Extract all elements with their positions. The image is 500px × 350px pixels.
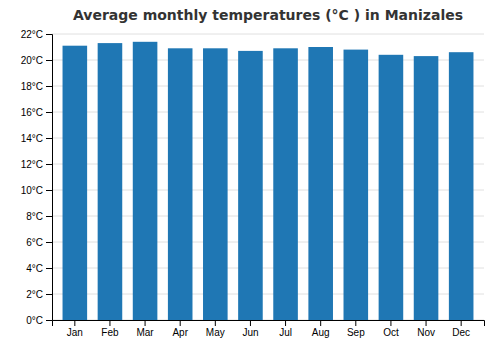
plot: 0°C 2°C 4°C 6°C 8°C 10°C 12°C 14°C 16°C 18°C 20°C 2… [21, 29, 485, 338]
title: Average monthly temperatures (°C ) in Ma… [73, 7, 463, 23]
y-axis: 0°C 2°C 4°C 6°C 8°C 10°C 12°C 14°C 16°C 18°C 20°C 2… [21, 29, 53, 326]
tick-mark [109, 320, 110, 326]
bar [168, 48, 193, 320]
tick-label: Nov [417, 327, 435, 338]
tick-mark [46, 164, 52, 165]
tick-label: 6°C [26, 237, 43, 248]
tick: Nov [417, 320, 435, 338]
tick-mark [46, 268, 52, 269]
tick-mark [46, 60, 52, 61]
tick: 14°C [21, 133, 52, 144]
tick-mark [46, 86, 52, 87]
tick-label: 0°C [26, 315, 43, 326]
chart: 0°C 2°C 4°C 6°C 8°C 10°C 12°C 14°C 16°C 18°C 20°C 2… [0, 0, 500, 350]
bar [449, 52, 474, 320]
tick: Apr [172, 320, 188, 338]
bar [379, 55, 404, 320]
tick-mark [355, 320, 356, 326]
tick: Feb [101, 320, 119, 338]
tick: 10°C [21, 185, 52, 196]
bar [414, 56, 439, 320]
tick: Mar [136, 320, 154, 338]
tick: May [206, 320, 225, 338]
tick-label: Oct [383, 327, 399, 338]
tick-mark [46, 34, 52, 35]
tick-mark [46, 216, 52, 217]
tick: 6°C [26, 237, 52, 248]
tick-mark [285, 320, 286, 326]
bar [308, 47, 333, 320]
tick-mark [426, 320, 427, 326]
bar [63, 46, 88, 320]
tick-mark [46, 320, 52, 321]
tick-label: May [206, 327, 225, 338]
tick-mark [74, 320, 75, 326]
tick: Jul [279, 320, 292, 338]
grid [52, 34, 484, 320]
tick-label: 2°C [26, 289, 43, 300]
tick-mark [250, 320, 251, 326]
bars [63, 42, 474, 320]
tick-label: 8°C [26, 211, 43, 222]
tick-label: Feb [101, 327, 119, 338]
tick-mark [46, 138, 52, 139]
tick-mark [461, 320, 462, 326]
tick-label: 4°C [26, 263, 43, 274]
tick-label: Dec [452, 327, 470, 338]
tick: 20°C [21, 55, 52, 66]
tick-mark [46, 294, 52, 295]
tick: Sep [347, 320, 365, 338]
tick: Oct [383, 320, 399, 338]
tick-label: Jul [279, 327, 292, 338]
bar [203, 48, 228, 320]
tick-label: 10°C [21, 185, 43, 196]
bar [98, 43, 123, 320]
tick: 4°C [26, 263, 52, 274]
tick-mark [46, 190, 52, 191]
tick-mark [215, 320, 216, 326]
tick: 22°C [21, 29, 52, 40]
tick-label: Aug [312, 327, 330, 338]
tick-mark [145, 320, 146, 326]
tick-label: Mar [136, 327, 154, 338]
tick-mark [390, 320, 391, 326]
axis-line [53, 321, 485, 327]
tick-mark [46, 242, 52, 243]
tick: Aug [312, 320, 330, 338]
tick-label: Sep [347, 327, 365, 338]
tick-label: Apr [172, 327, 188, 338]
grid-line [52, 34, 484, 35]
tick: 12°C [21, 159, 52, 170]
tick: 0°C [26, 315, 52, 326]
tick: 18°C [21, 81, 52, 92]
tick-label: Jun [242, 327, 258, 338]
bar [133, 42, 158, 320]
tick-label: 18°C [21, 81, 43, 92]
tick: Jan [67, 320, 83, 338]
tick-label: Jan [67, 327, 83, 338]
axis-line [46, 35, 53, 321]
bar [344, 50, 369, 320]
tick: 16°C [21, 107, 52, 118]
tick: Dec [452, 320, 470, 338]
tick-label: 22°C [21, 29, 43, 40]
bar [273, 48, 298, 320]
tick-label: 20°C [21, 55, 43, 66]
tick-mark [46, 112, 52, 113]
tick-label: 12°C [21, 159, 43, 170]
x-axis: Jan Feb Mar Apr May Jun Jul Aug Sep Oct Nov Dec [53, 320, 485, 338]
tick-mark [180, 320, 181, 326]
tick-label: 16°C [21, 107, 43, 118]
tick-mark [320, 320, 321, 326]
tick: 2°C [26, 289, 52, 300]
tick: Jun [242, 320, 258, 338]
tick-label: 14°C [21, 133, 43, 144]
bar [238, 51, 263, 320]
tick: 8°C [26, 211, 52, 222]
